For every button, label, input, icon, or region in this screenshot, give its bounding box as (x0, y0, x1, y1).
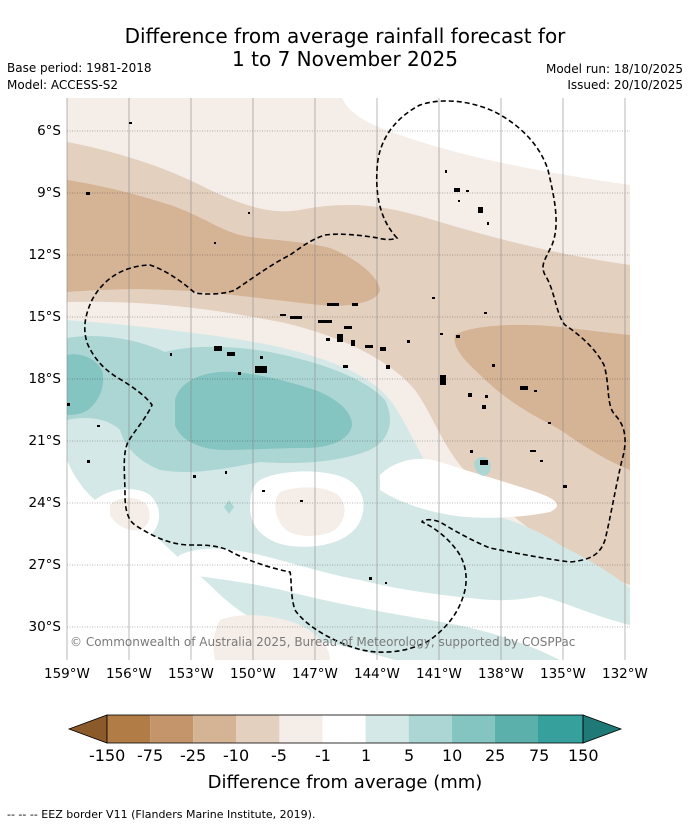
region-dry-pocket (275, 487, 345, 536)
lat-label: 27°S (28, 557, 62, 573)
issued-date: Issued: 20/10/2025 (567, 78, 683, 92)
colorbar-tick-label: 150 (568, 746, 599, 765)
colorbar-tick-label: -75 (137, 746, 164, 765)
colorbar-tick-label: -25 (180, 746, 207, 765)
lon-label: 132°W (602, 666, 648, 682)
base-period: Base period: 1981-2018 (7, 61, 152, 75)
region-wet-strong-central (175, 371, 352, 450)
lon-label: 138°W (478, 666, 524, 682)
colorbar-tick-label: -10 (223, 746, 250, 765)
colorbar-tick-label: -5 (271, 746, 287, 765)
lon-label: 153°W (168, 666, 214, 682)
lat-label: 30°S (28, 619, 62, 635)
colorbar-tick-label: 5 (404, 746, 415, 765)
eez-border (83, 100, 626, 653)
region-wet-small-patch (224, 500, 234, 514)
colorbar-tick-label: 75 (529, 746, 550, 765)
islands (67, 122, 567, 584)
lat-label: 6°S (37, 123, 61, 139)
colorbar-tick-label: -150 (89, 746, 126, 765)
colorbar-tick-label: 10 (442, 746, 463, 765)
model-run-date: Model run: 18/10/2025 (545, 62, 683, 76)
lon-label: 147°W (292, 666, 338, 682)
model-name: Model: ACCESS-S2 (7, 78, 119, 92)
lat-label: 12°S (28, 247, 62, 263)
lat-label: 9°S (37, 185, 61, 201)
eez-legend: -- -- -- EEZ border V11 (Flanders Marine… (7, 808, 316, 821)
colorbar-tick-label: 25 (485, 746, 506, 765)
lat-label: 21°S (28, 433, 62, 449)
lon-label: 159°W (44, 666, 90, 682)
lon-label: 150°W (230, 666, 276, 682)
region-dry-east (454, 324, 630, 470)
lon-label: 135°W (540, 666, 586, 682)
colorbar-axis-label: Difference from average (mm) (207, 772, 483, 793)
map-title-line2: 1 to 7 November 2025 (232, 47, 458, 71)
lon-label: 141°W (416, 666, 462, 682)
lat-label: 18°S (28, 371, 62, 387)
map-title-line1: Difference from average rainfall forecas… (124, 24, 566, 48)
lon-label: 144°W (354, 666, 400, 682)
region-wet-strong-west (67, 354, 104, 415)
region-near-average-south (175, 548, 630, 660)
colorbar-tick-label: 1 (361, 746, 372, 765)
map-copyright: © Commonwealth of Australia 2025, Bureau… (70, 635, 576, 649)
region-dry-south (213, 615, 330, 660)
colorbar-tick-label: -1 (315, 746, 331, 765)
region-dry-west (67, 180, 380, 306)
map-fill-layers (67, 98, 630, 660)
lat-label: 24°S (28, 495, 62, 511)
lon-label: 156°W (106, 666, 152, 682)
lat-label: 15°S (28, 309, 62, 325)
region-dry-west-pocket (110, 497, 150, 531)
